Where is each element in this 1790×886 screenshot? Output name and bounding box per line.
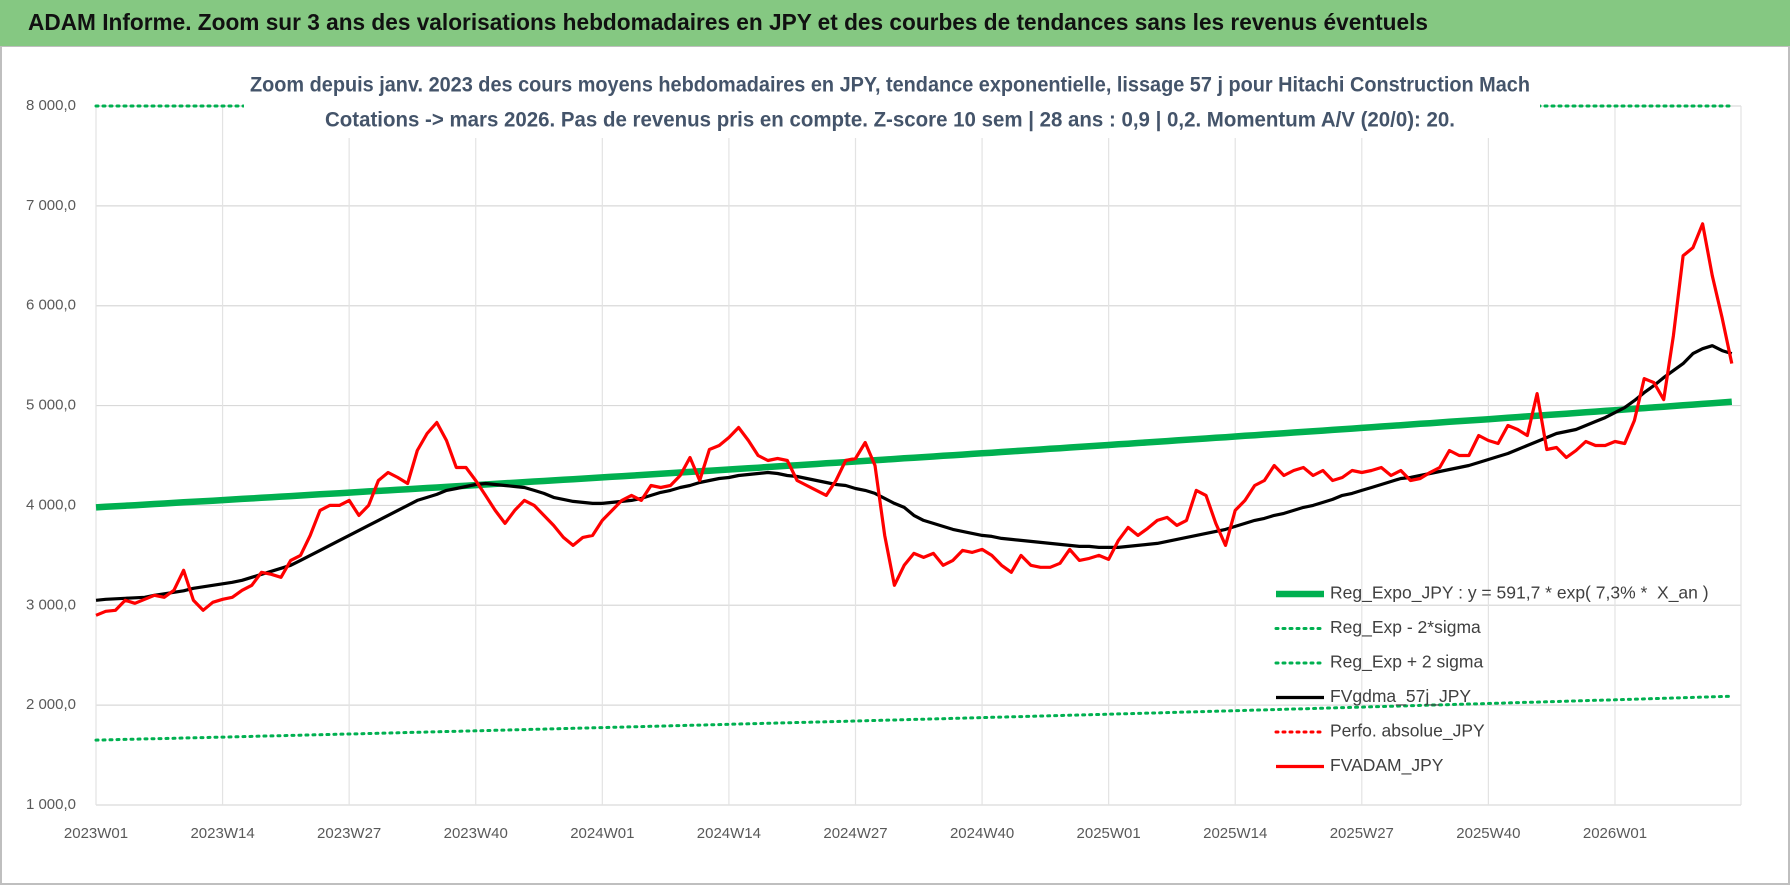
legend-label: FVADAM_JPY bbox=[1330, 755, 1444, 776]
x-tick-label: 2026W01 bbox=[1583, 825, 1647, 842]
y-tick-label: 3 000,0 bbox=[26, 596, 76, 613]
chart-title: Cotations -> mars 2026. Pas de revenus p… bbox=[325, 109, 1455, 132]
y-tick-label: 8 000,0 bbox=[26, 97, 76, 114]
x-tick-label: 2023W40 bbox=[444, 825, 508, 842]
series-line bbox=[94, 694, 1734, 742]
x-tick-label: 2024W01 bbox=[570, 825, 634, 842]
header-band bbox=[0, 0, 1790, 46]
series-line bbox=[95, 398, 1733, 511]
y-tick-label: 7 000,0 bbox=[26, 197, 76, 214]
x-tick-label: 2024W27 bbox=[823, 825, 887, 842]
x-tick-label: 2025W40 bbox=[1456, 825, 1520, 842]
x-tick-label: 2025W01 bbox=[1077, 825, 1141, 842]
legend-label: Perfo. absolue_JPY bbox=[1330, 721, 1485, 742]
chart-frame bbox=[0, 45, 1790, 885]
legend-label: Reg_Exp - 2*sigma bbox=[1330, 617, 1481, 638]
x-tick-label: 2023W01 bbox=[64, 825, 128, 842]
x-tick-label: 2023W27 bbox=[317, 825, 381, 842]
x-tick-label: 2024W40 bbox=[950, 825, 1014, 842]
header-title: ADAM Informe. Zoom sur 3 ans des valoris… bbox=[28, 9, 1428, 35]
x-tick-label: 2024W14 bbox=[697, 825, 761, 842]
y-tick-label: 5 000,0 bbox=[26, 397, 76, 414]
y-tick-label: 4 000,0 bbox=[26, 496, 76, 513]
x-tick-label: 2025W27 bbox=[1330, 825, 1394, 842]
title-backdrop bbox=[244, 68, 1540, 138]
legend-label: Reg_Expo_JPY : y = 591,7 * exp( 7,3% * X… bbox=[1330, 583, 1709, 604]
chart-title: Zoom depuis janv. 2023 des cours moyens … bbox=[250, 74, 1530, 97]
legend-label: FVgdma_57j_JPY bbox=[1330, 686, 1471, 707]
plot-area: 1 000,0 2 000,0 3 000,0 4 000,0 5 000,0 6 000… bbox=[26, 97, 1742, 842]
series-line bbox=[95, 222, 1734, 617]
x-tick-label: 2025W14 bbox=[1203, 825, 1267, 842]
y-tick-label: 1 000,0 bbox=[26, 796, 76, 813]
series-line bbox=[95, 344, 1733, 602]
y-tick-label: 2 000,0 bbox=[26, 696, 76, 713]
y-tick-label: 6 000,0 bbox=[26, 297, 76, 314]
legend-label: Reg_Exp + 2 sigma bbox=[1330, 652, 1483, 673]
x-tick-label: 2023W14 bbox=[190, 825, 254, 842]
legend: Reg_Expo_JPY : y = 591,7 * exp( 7,3% * X… bbox=[1274, 583, 1709, 776]
